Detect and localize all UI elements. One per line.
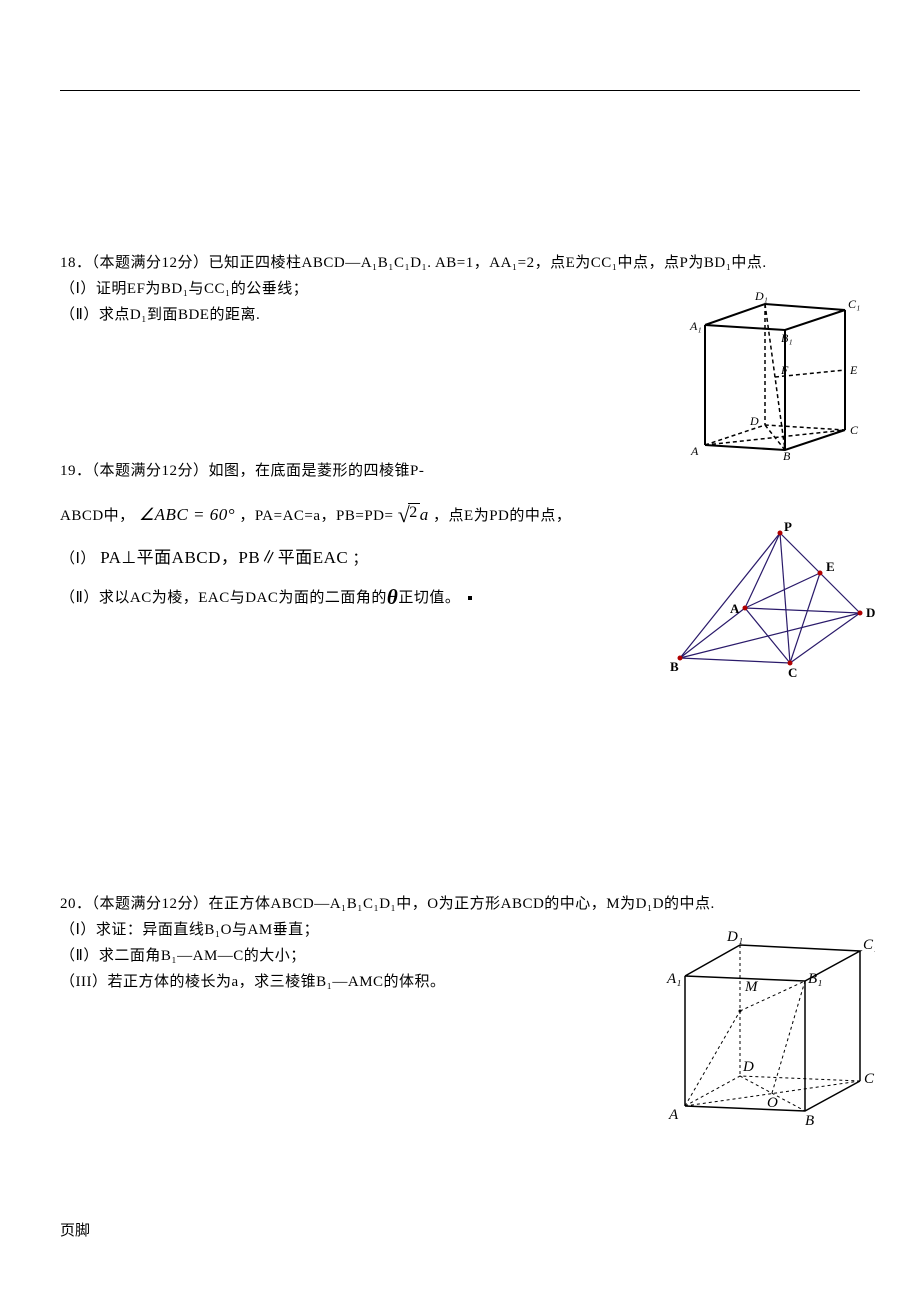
label-A1: A₁	[666, 971, 681, 987]
p19-part1-tail: ；	[352, 551, 368, 567]
p19-after-sqrt: a	[420, 505, 429, 524]
label-A: A	[730, 601, 740, 616]
label-M: M	[744, 979, 759, 995]
figure-20-cube: D₁ C₁ A₁ B₁ M D C A O B	[655, 921, 875, 1131]
theta: θ	[387, 585, 398, 609]
p19-head-b-pre: ABCD中，	[60, 508, 135, 524]
top-rule	[60, 90, 860, 91]
p19-part2-tail: 正切值。	[398, 590, 460, 606]
label-D: D	[749, 414, 759, 428]
problem-20: 20．（本题满分12分）在正方体ABCD—A₁B₁C₁D₁中，O为正方形ABCD…	[60, 891, 860, 995]
figure-18-prism: D₁ C₁ A₁ B₁ F E D C A B	[685, 280, 865, 460]
p19-number: 19．	[60, 463, 92, 479]
p19-head-b-mid: ，PA=AC=a，PB=PD=	[239, 508, 393, 524]
label-A: A	[690, 444, 699, 458]
p19-head-a: （本题满分12分）如图，在底面是菱形的四棱锥P-	[92, 463, 425, 479]
label-C1: C₁	[848, 297, 860, 311]
label-D1: D₁	[754, 289, 768, 303]
p19-part1-math: PA⊥平面ABCD，PB∥平面EAC	[100, 548, 348, 567]
label-F: F	[780, 363, 789, 377]
label-B1: B₁	[781, 331, 793, 345]
p18-number: 18．	[60, 255, 92, 271]
label-O: O	[767, 1095, 778, 1111]
label-B: B	[805, 1113, 814, 1129]
p19-line1: 19．（本题满分12分）如图，在底面是菱形的四棱锥P-	[60, 458, 860, 484]
label-E: E	[849, 363, 858, 377]
sqrt-radicand: 2	[408, 503, 420, 522]
p20-head: （本题满分12分）在正方体ABCD—A₁B₁C₁D₁中，O为正方形ABCD的中心…	[92, 896, 715, 912]
label-A1: A₁	[689, 319, 702, 333]
p20-heading: 20．（本题满分12分）在正方体ABCD—A₁B₁C₁D₁中，O为正方形ABCD…	[60, 891, 860, 917]
problem-18: 18．（本题满分12分）已知正四棱柱ABCD—A₁B₁C₁D₁. AB=1，AA…	[60, 250, 860, 328]
label-C: C	[788, 665, 797, 680]
label-C1: C₁	[863, 937, 875, 953]
label-C: C	[850, 423, 859, 437]
p19-part1-pre: （Ⅰ）	[60, 551, 96, 567]
sqrt-expr: √2	[398, 503, 420, 531]
p18-heading: 18．（本题满分12分）已知正四棱柱ABCD—A₁B₁C₁D₁. AB=1，AA…	[60, 250, 860, 276]
label-E: E	[826, 559, 835, 574]
p19-angle: ∠ABC = 60°	[139, 505, 235, 524]
p18-head: （本题满分12分）已知正四棱柱ABCD—A₁B₁C₁D₁. AB=1，AA₁=2…	[92, 255, 767, 271]
p19-head-b-tail: ，点E为PD的中点，	[433, 508, 571, 524]
label-C: C	[864, 1071, 875, 1087]
page-footer: 页脚	[60, 1219, 90, 1240]
caret-mark	[468, 596, 472, 600]
problem-19: 19．（本题满分12分）如图，在底面是菱形的四棱锥P- ABCD中， ∠ABC …	[60, 458, 860, 611]
p19-part2-pre: （Ⅱ）求以AC为棱，EAC与DAC为面的二面角的	[60, 590, 387, 606]
label-D: D	[866, 605, 875, 620]
label-D1: D₁	[726, 929, 743, 945]
label-A: A	[668, 1107, 679, 1123]
figure-19-pyramid: P E A D B C	[650, 513, 880, 683]
label-P: P	[784, 519, 792, 534]
label-D: D	[742, 1059, 754, 1075]
label-B1: B₁	[808, 971, 822, 987]
label-B: B	[670, 659, 679, 674]
p20-number: 20．	[60, 896, 92, 912]
